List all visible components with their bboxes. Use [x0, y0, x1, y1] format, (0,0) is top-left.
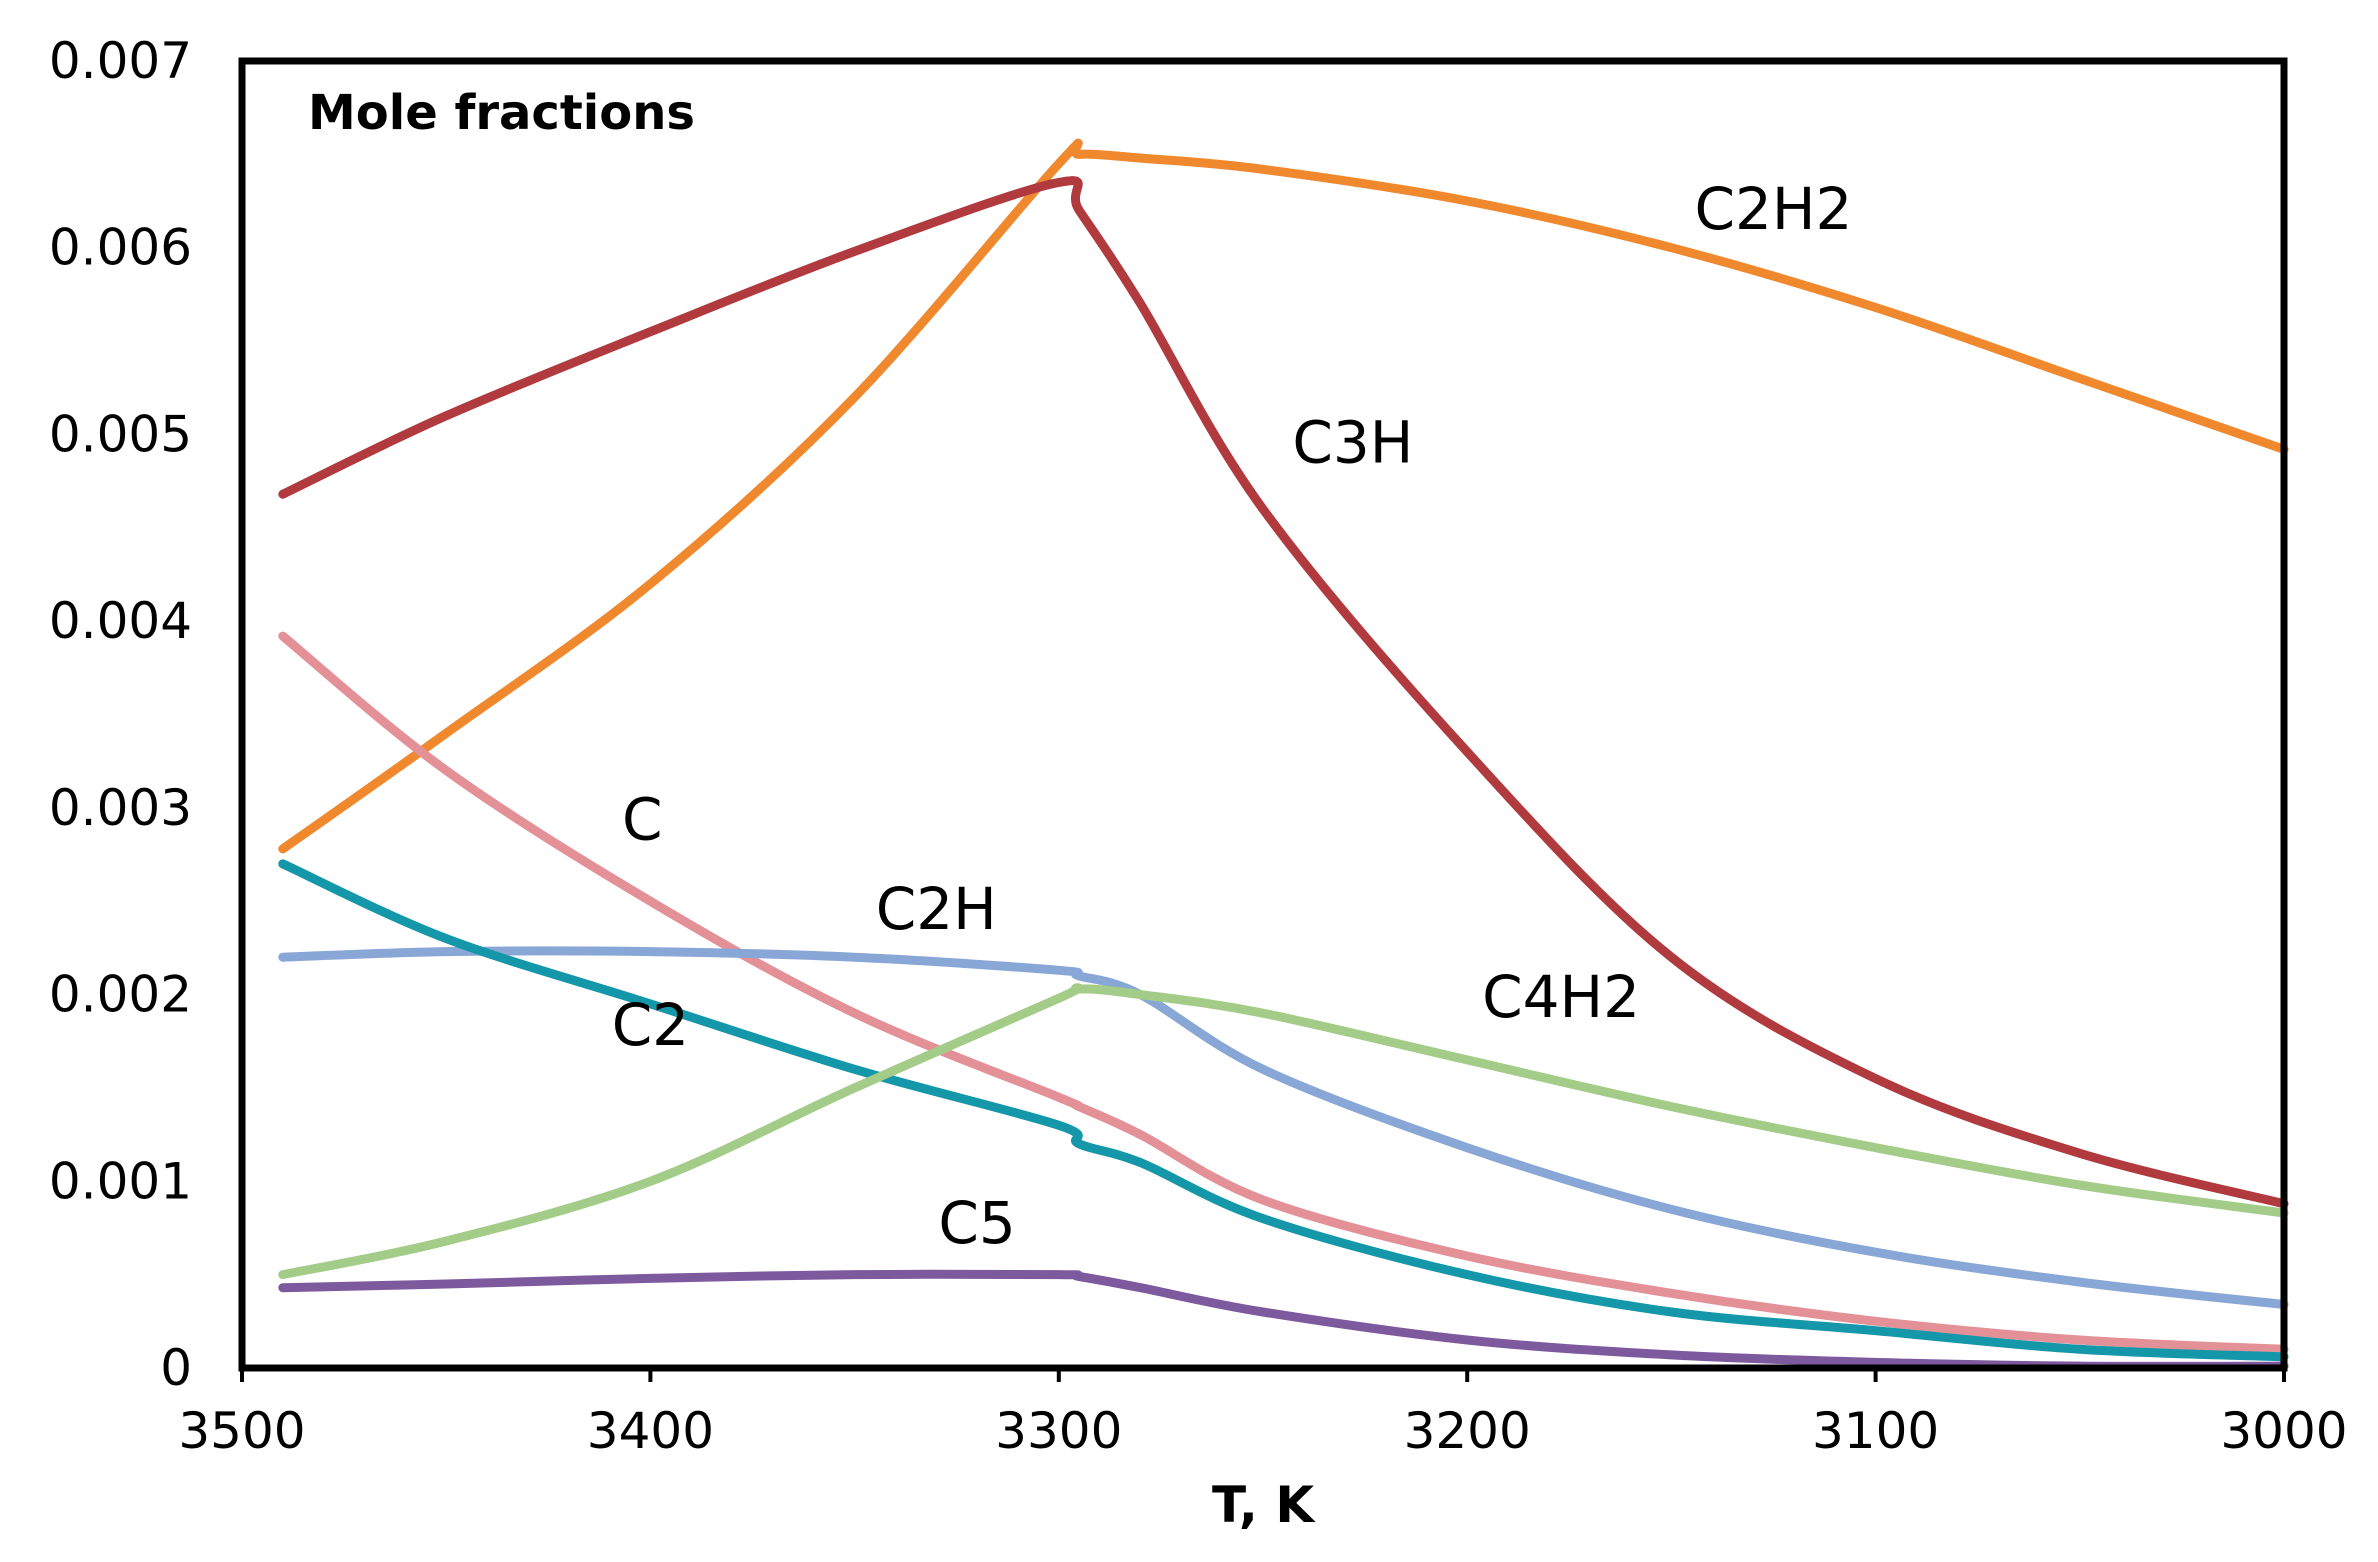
- series-label-c2: C2: [612, 991, 689, 1059]
- series-line-c2h: [278, 946, 2289, 1309]
- y-tick-label: 0.005: [49, 405, 192, 463]
- series-line-c3h: [278, 176, 2289, 1209]
- series-label-c4h2: C4H2: [1482, 963, 1640, 1031]
- series-line-c2: [278, 859, 2289, 1362]
- x-tick-label: 3500: [178, 1402, 305, 1460]
- x-tick-label: 3200: [1404, 1402, 1531, 1460]
- series-line-c4h2: [278, 983, 2289, 1280]
- series-label-c3h: C3H: [1292, 408, 1413, 476]
- series-line-c: [278, 631, 2289, 1354]
- ticks-layer: 0 0.001 0.002 0.003 0.004 0.005 0.006 0.007 3500…: [49, 32, 2348, 1460]
- series-label-c: C: [622, 786, 663, 854]
- chart-title: Mole fractions: [308, 85, 695, 141]
- series-line-c5: [278, 1269, 2289, 1371]
- series-label-c5: C5: [938, 1189, 1015, 1257]
- series-labels-layer: C2H2 C3H C C2H C2 C4H2 C5: [612, 175, 1853, 1257]
- y-tick-label: 0.004: [49, 592, 192, 650]
- x-axis-title: T, K: [1212, 1476, 1316, 1534]
- series-line-c2h2: [278, 138, 2289, 854]
- y-tick-label: 0.007: [49, 32, 192, 90]
- x-tick-label: 3100: [1812, 1402, 1939, 1460]
- x-tick-label: 3300: [995, 1402, 1122, 1460]
- y-tick-label: 0: [160, 1339, 192, 1397]
- y-tick-label: 0.002: [49, 966, 192, 1024]
- y-tick-label: 0.003: [49, 779, 192, 837]
- series-label-c2h: C2H: [876, 875, 997, 943]
- plot-frame: [238, 57, 2288, 1372]
- series-layer: [278, 138, 2289, 1371]
- x-tick-label: 3400: [587, 1402, 714, 1460]
- y-tick-label: 0.001: [49, 1152, 192, 1210]
- y-tick-label: 0.006: [49, 219, 192, 277]
- x-tick-label: 3000: [2220, 1402, 2347, 1460]
- series-label-c2h2: C2H2: [1695, 175, 1853, 243]
